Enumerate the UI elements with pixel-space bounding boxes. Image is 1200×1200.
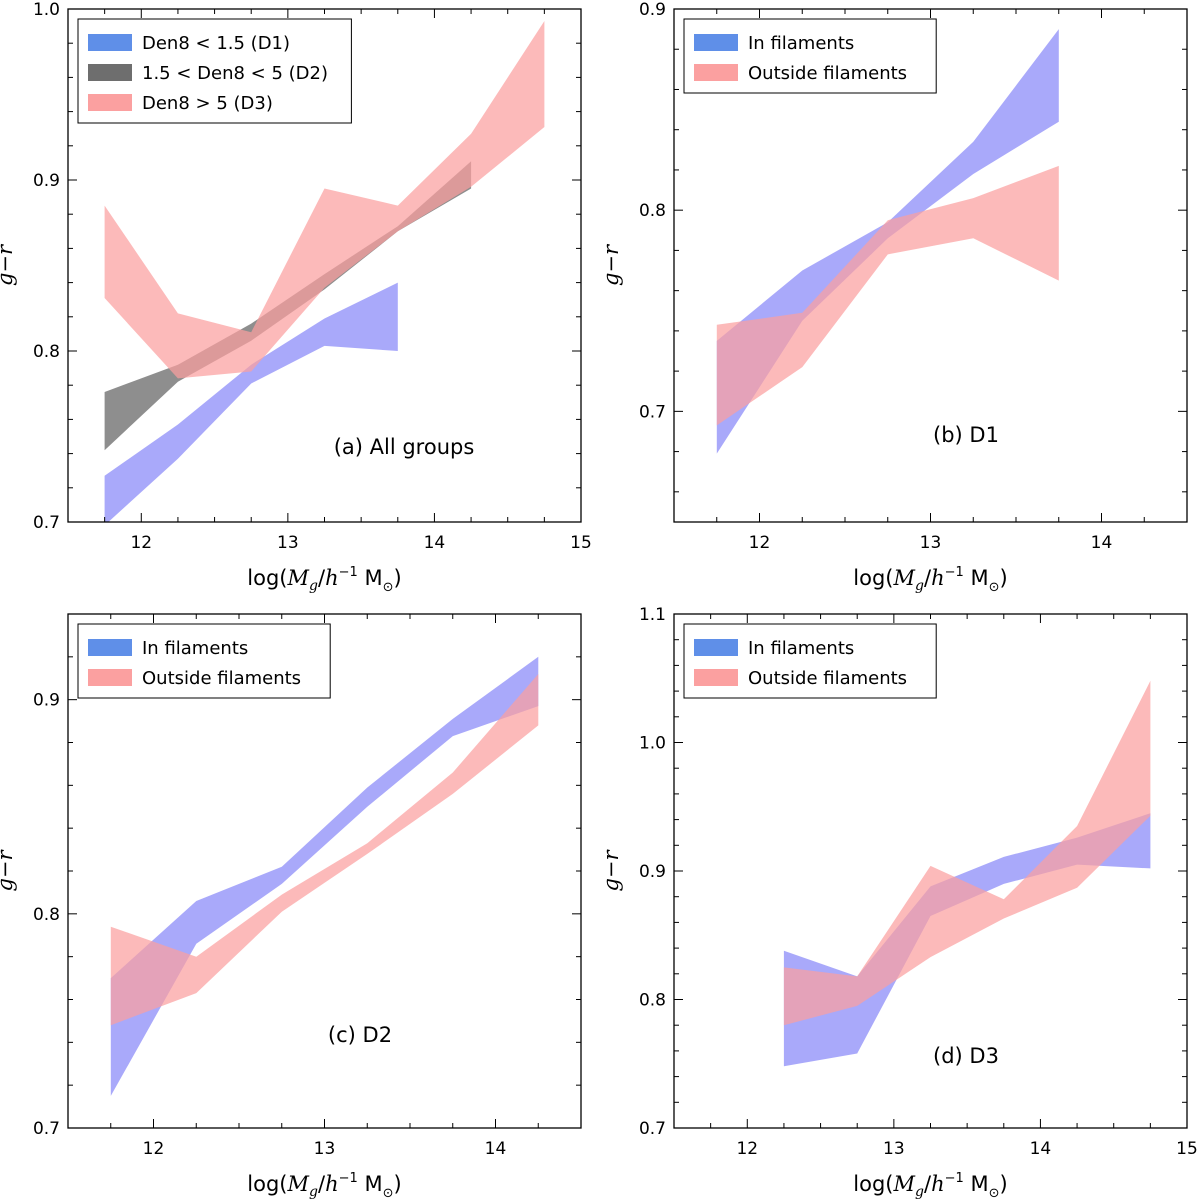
y-tick-label: 0.7 (639, 1119, 666, 1139)
panel-c: 12 13 14 0.7 0.8 0.9 log(Mg/h−1 M⊙) g−r (c) D2 In… (0, 613, 582, 1200)
legend-swatch-pink (694, 64, 738, 81)
x-tick-label: 13 (314, 1139, 336, 1159)
panel-d: 12 13 14 15 0.7 0.8 0.9 1.0 1.1 log(Mg/h−1 M⊙) g−r… (599, 605, 1198, 1200)
x-tick-label: 12 (749, 533, 771, 553)
band-layer (110, 656, 539, 1096)
y-axis-label: g−r (0, 243, 17, 286)
legend-label: Outside filaments (142, 668, 301, 689)
legend-label: 1.5 < Den8 < 5 (D2) (142, 63, 328, 84)
x-tick-label: 12 (143, 1139, 165, 1159)
x-tick-label: 15 (1176, 1139, 1198, 1159)
y-tick-label: 0.9 (33, 171, 60, 191)
panel-annotation: (c) D2 (328, 1023, 392, 1047)
y-tick-label: 0.9 (639, 862, 666, 882)
y-tick-label: 1.0 (639, 734, 666, 754)
x-axis-label: log(Mg/h−1 M⊙) (853, 565, 1007, 595)
band-blue-a (104, 282, 398, 522)
x-tick-label: 12 (130, 533, 152, 553)
x-tick-label: 13 (277, 533, 299, 553)
legend-swatch-blue (88, 639, 132, 656)
x-tick-label: 14 (424, 533, 446, 553)
y-tick-label: 0.8 (639, 201, 666, 221)
band-layer (716, 29, 1059, 454)
legend-label: In filaments (748, 638, 854, 659)
y-tick-label: 0.8 (33, 905, 60, 925)
x-tick-label: 14 (1030, 1139, 1052, 1159)
legend-label: Outside filaments (748, 63, 907, 84)
band-pink-b (716, 165, 1059, 426)
y-tick-label: 0.8 (639, 991, 666, 1011)
y-axis-label: g−r (599, 243, 623, 286)
legend-swatch-pink (88, 94, 132, 111)
legend-label: Den8 < 1.5 (D1) (142, 33, 290, 54)
y-tick-label: 1.0 (33, 0, 60, 20)
legend: In filaments Outside filaments (683, 623, 937, 699)
y-tick-label: 1.1 (639, 605, 666, 625)
legend-label: Den8 > 5 (D3) (142, 93, 273, 114)
panel-annotation: (d) D3 (933, 1044, 999, 1068)
y-axis-label: g−r (0, 849, 17, 892)
panel-b: 12 13 14 0.7 0.8 0.9 log(Mg/h−1 M⊙) g−r (b) D1 In… (599, 0, 1188, 595)
legend-swatch-blue (694, 34, 738, 51)
x-tick-label: 14 (1091, 533, 1113, 553)
legend: In filaments Outside filaments (77, 623, 331, 699)
band-blue-d (783, 813, 1151, 1067)
legend-label: In filaments (142, 638, 248, 659)
y-tick-label: 0.7 (33, 1119, 60, 1139)
legend: In filaments Outside filaments (683, 18, 937, 94)
y-axis-label: g−r (599, 849, 623, 892)
x-tick-label: 13 (920, 533, 942, 553)
x-tick-label: 15 (570, 533, 592, 553)
y-tick-label: 0.8 (33, 342, 60, 362)
legend-label: Outside filaments (748, 668, 907, 689)
band-pink-d (783, 680, 1151, 1026)
x-tick-label: 12 (736, 1139, 758, 1159)
band-layer (783, 680, 1151, 1067)
band-pink-a (104, 21, 545, 379)
x-axis-label: log(Mg/h−1 M⊙) (247, 1171, 401, 1200)
legend-swatch-pink (694, 669, 738, 686)
band-pink-c (110, 674, 539, 1026)
legend: Den8 < 1.5 (D1) 1.5 < Den8 < 5 (D2) Den8 >… (77, 18, 352, 124)
y-tick-label: 0.9 (33, 691, 60, 711)
x-tick-label: 14 (485, 1139, 507, 1159)
panel-a: 12 13 14 15 0.7 0.8 0.9 1.0 log(Mg/h−1 M⊙) g−r (a)… (0, 0, 592, 595)
band-blue-c (110, 656, 539, 1096)
legend-swatch-blue (88, 34, 132, 51)
x-axis-label: log(Mg/h−1 M⊙) (853, 1171, 1007, 1200)
legend-swatch-gray (88, 64, 132, 81)
y-tick-label: 0.9 (639, 0, 666, 20)
panel-annotation: (b) D1 (933, 423, 999, 447)
x-axis-label: log(Mg/h−1 M⊙) (247, 565, 401, 595)
legend-swatch-blue (694, 639, 738, 656)
panel-annotation: (a) All groups (334, 435, 475, 459)
y-tick-label: 0.7 (33, 513, 60, 533)
band-layer (104, 21, 545, 522)
y-tick-label: 0.7 (639, 402, 666, 422)
x-tick-label: 13 (883, 1139, 905, 1159)
legend-swatch-pink (88, 669, 132, 686)
legend-label: In filaments (748, 33, 854, 54)
